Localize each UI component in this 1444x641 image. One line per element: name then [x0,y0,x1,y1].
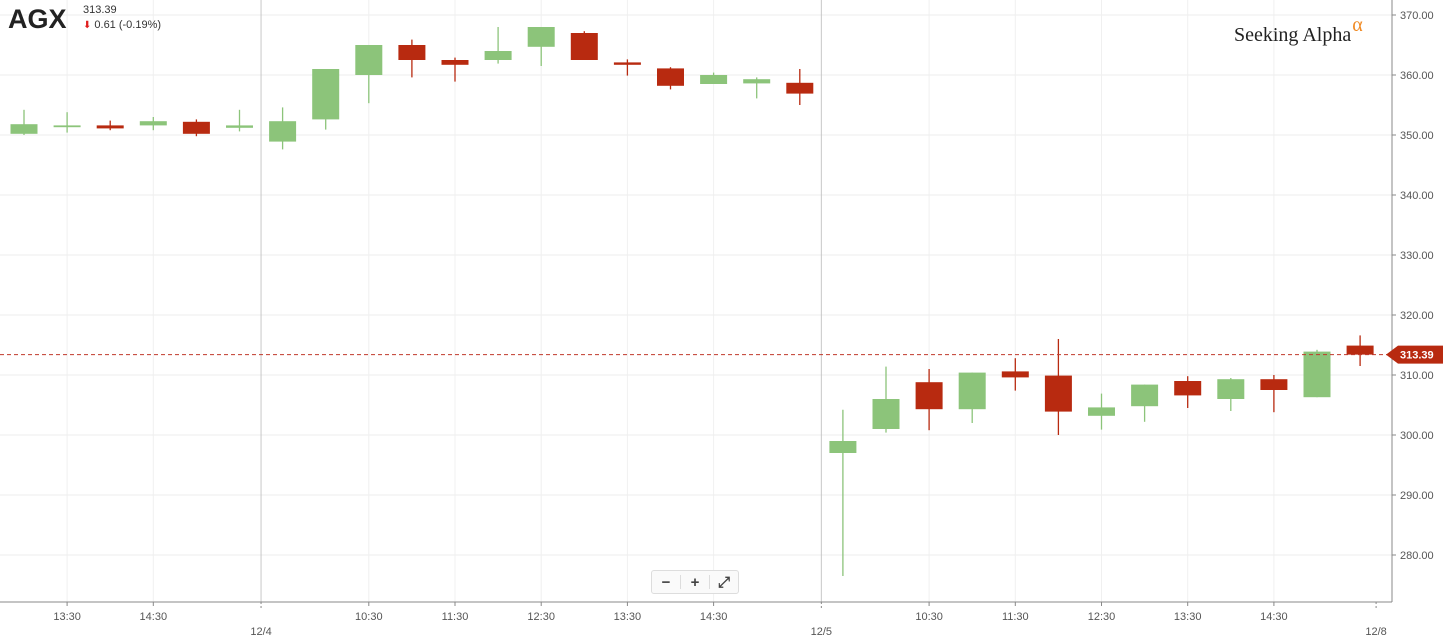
y-tick-label: 320.00 [1400,310,1434,322]
candle-body-up [700,75,728,84]
candle-body-up [226,125,253,128]
candle-body-down [1174,381,1202,396]
x-tick-label: 10:30 [355,611,383,623]
down-arrow-icon: ⬇ [83,20,92,31]
candle-body-up [484,51,512,60]
day-label: 12/5 [811,626,832,638]
x-tick-label: 11:30 [442,611,469,623]
fullscreen-button[interactable]: ⤢ [717,573,730,591]
x-tick-label: 14:30 [700,611,728,623]
candle-body-down [657,68,684,86]
y-tick-label: 360.00 [1400,70,1434,82]
brand-logo: Seeking Alphaα [1234,14,1363,47]
last-price-label: 313.39 [1400,350,1434,362]
candle-body-up [139,121,167,126]
candle-body-up [1217,379,1245,399]
x-tick-label: 14:30 [1260,611,1288,623]
zoom-controls: − + ⤢ [651,570,739,594]
candle-body-up [53,125,81,128]
candle-body-down [613,62,641,65]
candle-body-up [269,121,297,142]
y-tick-label: 350.00 [1400,130,1434,142]
price-change: ⬇ 0.61 (-0.19%) [83,19,161,31]
x-tick-label: 12:30 [527,611,555,623]
candle-body-down [182,121,210,134]
candle-body-up [355,45,383,75]
candle-body-down [1044,375,1072,412]
last-price-tag [1386,345,1443,364]
x-tick-label: 11:30 [1002,611,1029,623]
y-tick-label: 280.00 [1400,550,1434,562]
y-tick-label: 340.00 [1400,190,1434,202]
candle-body-up [10,124,38,134]
candle-body-up [829,441,857,453]
x-tick-label: 14:30 [140,611,168,623]
y-tick-label: 330.00 [1400,250,1434,262]
candle-body-up [1131,384,1159,407]
zoom-out-button[interactable]: − [661,573,671,591]
day-label: 12/8 [1365,626,1386,638]
candle-body-up [1088,407,1115,416]
x-tick-label: 13:30 [614,611,642,623]
last-price: 313.39 [83,4,117,16]
candle-body-up [958,372,986,410]
zoom-divider [709,575,710,589]
candle-body-down [786,82,814,94]
brand-name: Seeking Alpha [1234,24,1352,46]
alpha-icon: α [1352,14,1363,36]
candle-body-down [398,45,426,60]
zoom-in-button[interactable]: + [690,573,700,591]
candle-body-up [743,79,771,84]
y-tick-label: 310.00 [1400,370,1434,382]
candle-body-up [527,27,555,47]
candle-body-down [1001,371,1029,378]
y-tick-label: 300.00 [1400,430,1434,442]
candle-body-down [441,60,469,65]
candle-body-up [1303,351,1331,398]
x-tick-label: 10:30 [915,611,943,623]
candle-body-down [1260,379,1288,390]
candle-body-down [1346,345,1374,355]
x-tick-label: 12:30 [1088,611,1116,623]
candle-body-up [312,69,340,120]
y-tick-label: 290.00 [1400,490,1434,502]
candle-body-down [570,33,598,60]
y-tick-label: 370.00 [1400,10,1434,22]
zoom-divider [680,575,681,589]
price-change-value: 0.61 (-0.19%) [94,19,162,31]
candle-body-down [915,382,943,410]
candle-body-down [96,125,124,129]
candle-body-up [872,399,900,429]
x-tick-label: 13:30 [1174,611,1202,623]
x-tick-label: 13:30 [53,611,81,623]
ticker-symbol: AGX [8,4,67,34]
day-label: 12/4 [250,626,271,638]
